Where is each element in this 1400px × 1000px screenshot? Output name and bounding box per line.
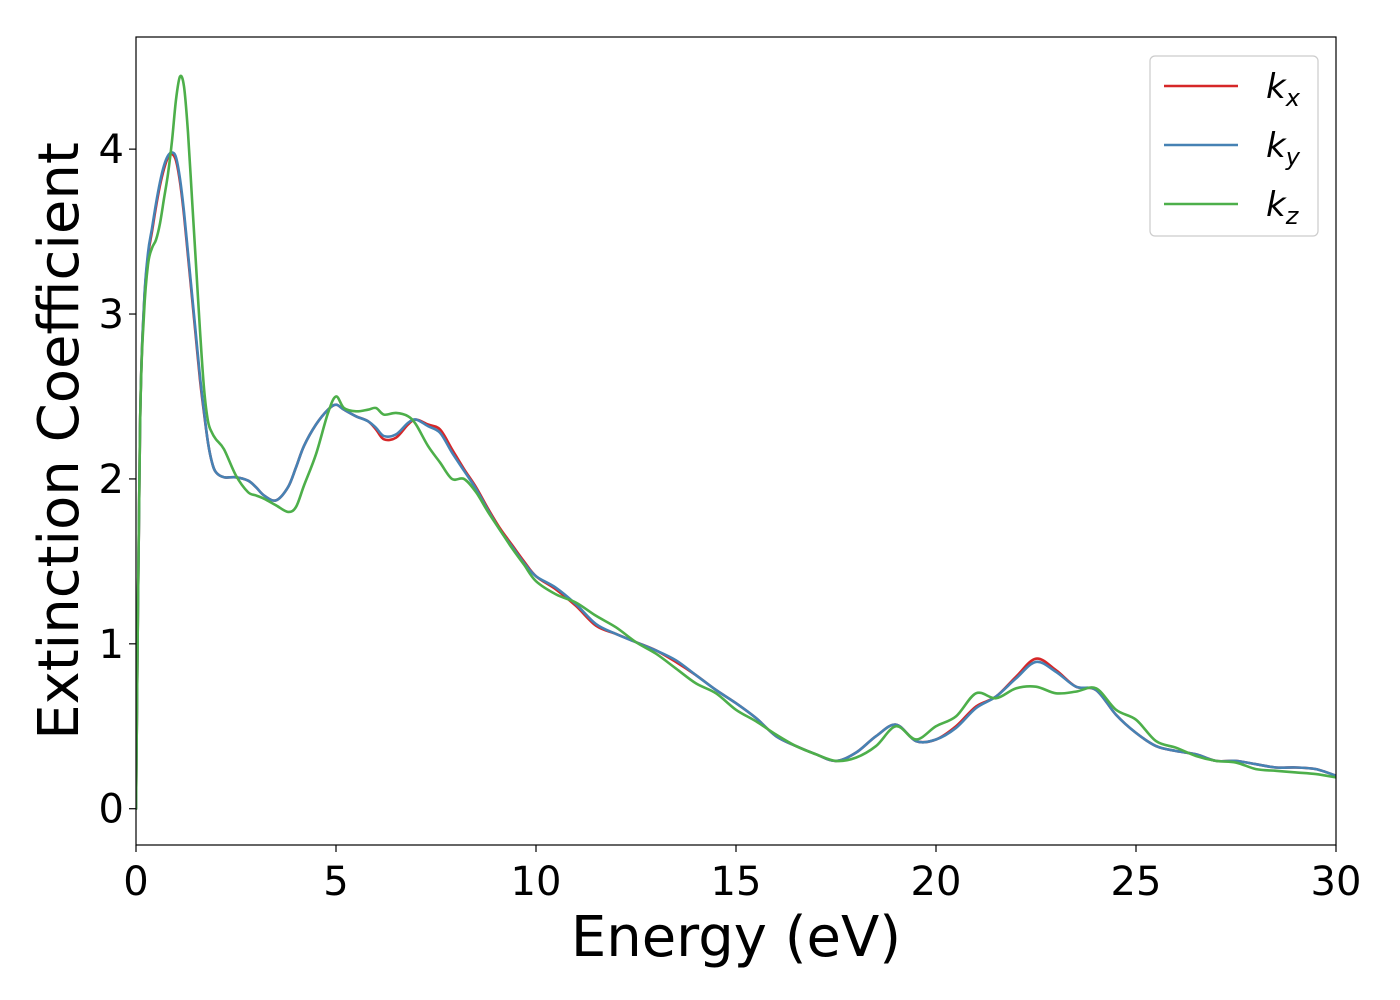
- y-axis: 0 1 2 3 4: [99, 127, 136, 833]
- y-axis-title: Extinction Coefficient: [27, 142, 92, 740]
- x-tick-label: 25: [1111, 859, 1162, 905]
- legend-label-z: kz: [1266, 185, 1300, 230]
- x-tick-label: 30: [1311, 859, 1362, 905]
- series-layer: [136, 74, 1336, 811]
- series-line-y: [136, 151, 1336, 811]
- x-axis-title: Energy (eV): [571, 905, 901, 970]
- x-tick-label: 15: [711, 859, 762, 905]
- y-tick-label: 2: [99, 457, 124, 503]
- x-axis: 0 5 10 15 20 25 30: [123, 845, 1361, 905]
- x-tick-label: 5: [323, 859, 348, 905]
- x-tick-label: 10: [511, 859, 562, 905]
- y-tick-label: 0: [99, 787, 124, 833]
- legend-label-x: kx: [1266, 67, 1301, 112]
- x-tick-label: 0: [123, 859, 148, 905]
- series-line-z: [136, 74, 1336, 811]
- x-tick-label: 20: [911, 859, 962, 905]
- legend-label-y: ky: [1266, 126, 1301, 171]
- legend: kx ky kz: [1149, 55, 1319, 237]
- y-tick-label: 4: [99, 127, 124, 173]
- y-tick-label: 1: [99, 622, 124, 668]
- y-tick-label: 3: [99, 292, 124, 338]
